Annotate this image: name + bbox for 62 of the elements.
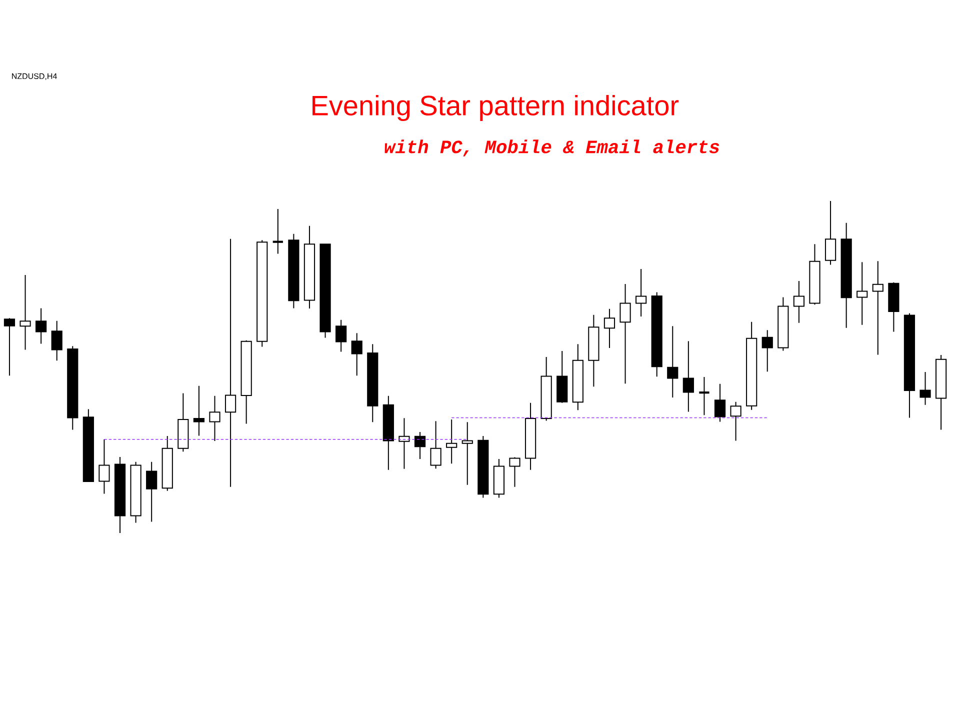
- candlestick: [872, 260, 884, 356]
- candlestick: [746, 321, 758, 410]
- candlestick: [414, 432, 426, 460]
- candlestick: [682, 340, 694, 412]
- candlestick: [162, 436, 173, 492]
- candlestick: [240, 340, 252, 424]
- candlestick: [793, 280, 804, 324]
- candlestick: [540, 356, 552, 422]
- candlestick: [51, 320, 62, 362]
- candlestick: [351, 332, 362, 376]
- candlestick: [493, 458, 504, 498]
- chart-title: Evening Star pattern indicator: [312, 94, 679, 122]
- candlestick: [382, 395, 394, 470]
- candlestick: [320, 244, 331, 338]
- candlestick: [714, 383, 726, 422]
- candlestick: [146, 461, 158, 522]
- candlestick: [604, 308, 616, 349]
- candlestick: [130, 461, 142, 524]
- candlestick: [20, 274, 31, 350]
- candlestick: [524, 402, 536, 470]
- candlestick: [698, 376, 710, 416]
- candlestick: [478, 436, 489, 498]
- candlestick: [224, 238, 236, 488]
- candlestick: [840, 222, 852, 328]
- candlestick: [304, 225, 316, 310]
- candlestick: [367, 344, 378, 423]
- candlestick: [4, 318, 16, 376]
- candlestick: [82, 408, 94, 482]
- candlestick: [67, 346, 78, 430]
- candlestick: [36, 308, 47, 344]
- candlestick: [667, 326, 678, 398]
- candlestick: [572, 344, 584, 411]
- candlestick: [762, 330, 773, 372]
- chart-subtitle: with PC, Mobile & Email alerts: [384, 140, 720, 156]
- text: NZDUSD,H4: [12, 73, 57, 80]
- candlestick: [809, 244, 820, 306]
- candlestick: [398, 418, 410, 470]
- candlestick: [651, 292, 662, 378]
- candlestick: [730, 401, 742, 442]
- candlestick: [636, 268, 647, 318]
- candlestick: [446, 418, 458, 464]
- candlestick: [114, 456, 126, 534]
- candlestick: [588, 314, 600, 388]
- candlestick: [336, 319, 347, 352]
- candlestick: [620, 283, 631, 384]
- candlestick: [856, 262, 868, 326]
- candlestick: [462, 422, 473, 486]
- candlestick: [178, 392, 189, 452]
- candlestick: [824, 200, 836, 266]
- candlestick: [904, 312, 916, 418]
- candlestick: [509, 456, 520, 488]
- candlestick: [98, 438, 110, 494]
- candlestick: [888, 282, 900, 332]
- candlestick: [778, 296, 789, 352]
- candlestick: [193, 385, 205, 436]
- candlestick: [209, 395, 220, 442]
- candlestick: [556, 350, 568, 404]
- candlestick: [920, 371, 931, 406]
- candlestick: [430, 420, 442, 470]
- candlestick: [936, 354, 947, 430]
- candlestick: [272, 208, 284, 254]
- candlestick: [288, 233, 300, 309]
